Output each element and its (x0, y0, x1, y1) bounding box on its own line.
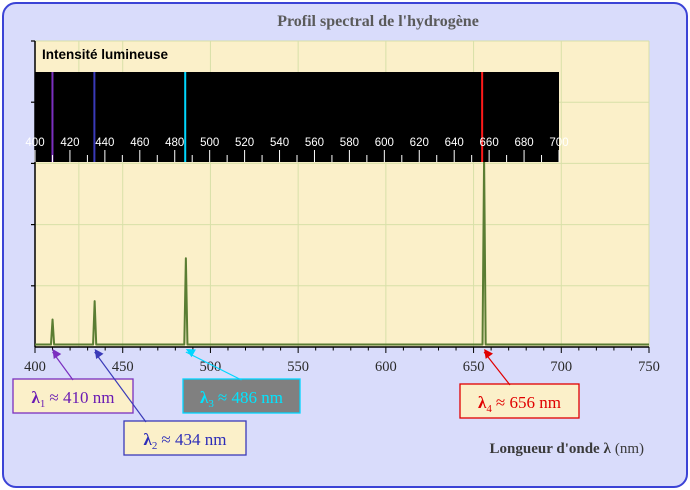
spectrum-tick-label: 480 (165, 137, 184, 149)
x-tick-label: 500 (200, 359, 222, 375)
annotation-label: λ3 ≈ 486 nm (200, 388, 283, 410)
x-axis-label: Longueur d'onde λ (nm) (490, 441, 644, 457)
annotation-box (182, 378, 301, 414)
spectrum-tick-label: 640 (445, 137, 464, 149)
x-tick-label: 750 (638, 359, 660, 375)
spectrum-tick-label: 540 (270, 137, 289, 149)
annotation-arrowhead (94, 349, 104, 359)
annotation-arrowhead (185, 349, 196, 358)
annotation-label: λ4 ≈ 656 nm (478, 393, 561, 415)
x-tick-label: 450 (112, 359, 134, 375)
spectrum-tick-label: 520 (235, 137, 254, 149)
annotation-box (459, 383, 580, 419)
spectrum-tick-label: 660 (480, 137, 499, 149)
spectrum-tick-label: 560 (305, 137, 324, 149)
annotation-arrow (185, 351, 242, 381)
spectrum-tick-label: 500 (200, 137, 219, 149)
x-tick-label: 700 (550, 359, 572, 375)
chart-title: Profil spectral de l'hydrogène (277, 13, 479, 30)
spectrum-tick-label: 620 (410, 137, 429, 149)
spectrum-tick-label: 460 (130, 137, 149, 149)
x-axis-label-text: Longueur d'onde λ (490, 441, 612, 457)
annotation-label: λ1 ≈ 410 nm (32, 388, 115, 410)
spectrum-series-line (35, 156, 649, 346)
y-axis-label: Intensité lumineuse (42, 47, 169, 62)
x-axis-unit: (nm) (615, 441, 644, 457)
x-tick-label: 600 (375, 359, 397, 375)
spectrum-strip (35, 72, 559, 162)
annotation-arrowhead (52, 349, 62, 359)
annotation-arrowhead (484, 349, 494, 359)
spectrum-tick-label: 400 (25, 137, 44, 149)
x-tick-label: 400 (24, 359, 46, 375)
spectrum-tick-label: 420 (60, 137, 79, 149)
spectrum-tick-label: 580 (340, 137, 359, 149)
spectrum-tick-label: 600 (375, 137, 394, 149)
spectrum-tick-label: 680 (514, 137, 533, 149)
annotation-arrow (94, 351, 147, 423)
spectrum-tick-label: 700 (549, 137, 568, 149)
spectrum-tick-label: 440 (95, 137, 114, 149)
annotation-box (12, 378, 134, 414)
x-tick-label: 550 (287, 359, 309, 375)
annotation-arrow (483, 351, 511, 386)
annotation-box (123, 420, 247, 456)
annotation-label: λ2 ≈ 434 nm (144, 430, 227, 452)
x-tick-label: 650 (463, 359, 485, 375)
